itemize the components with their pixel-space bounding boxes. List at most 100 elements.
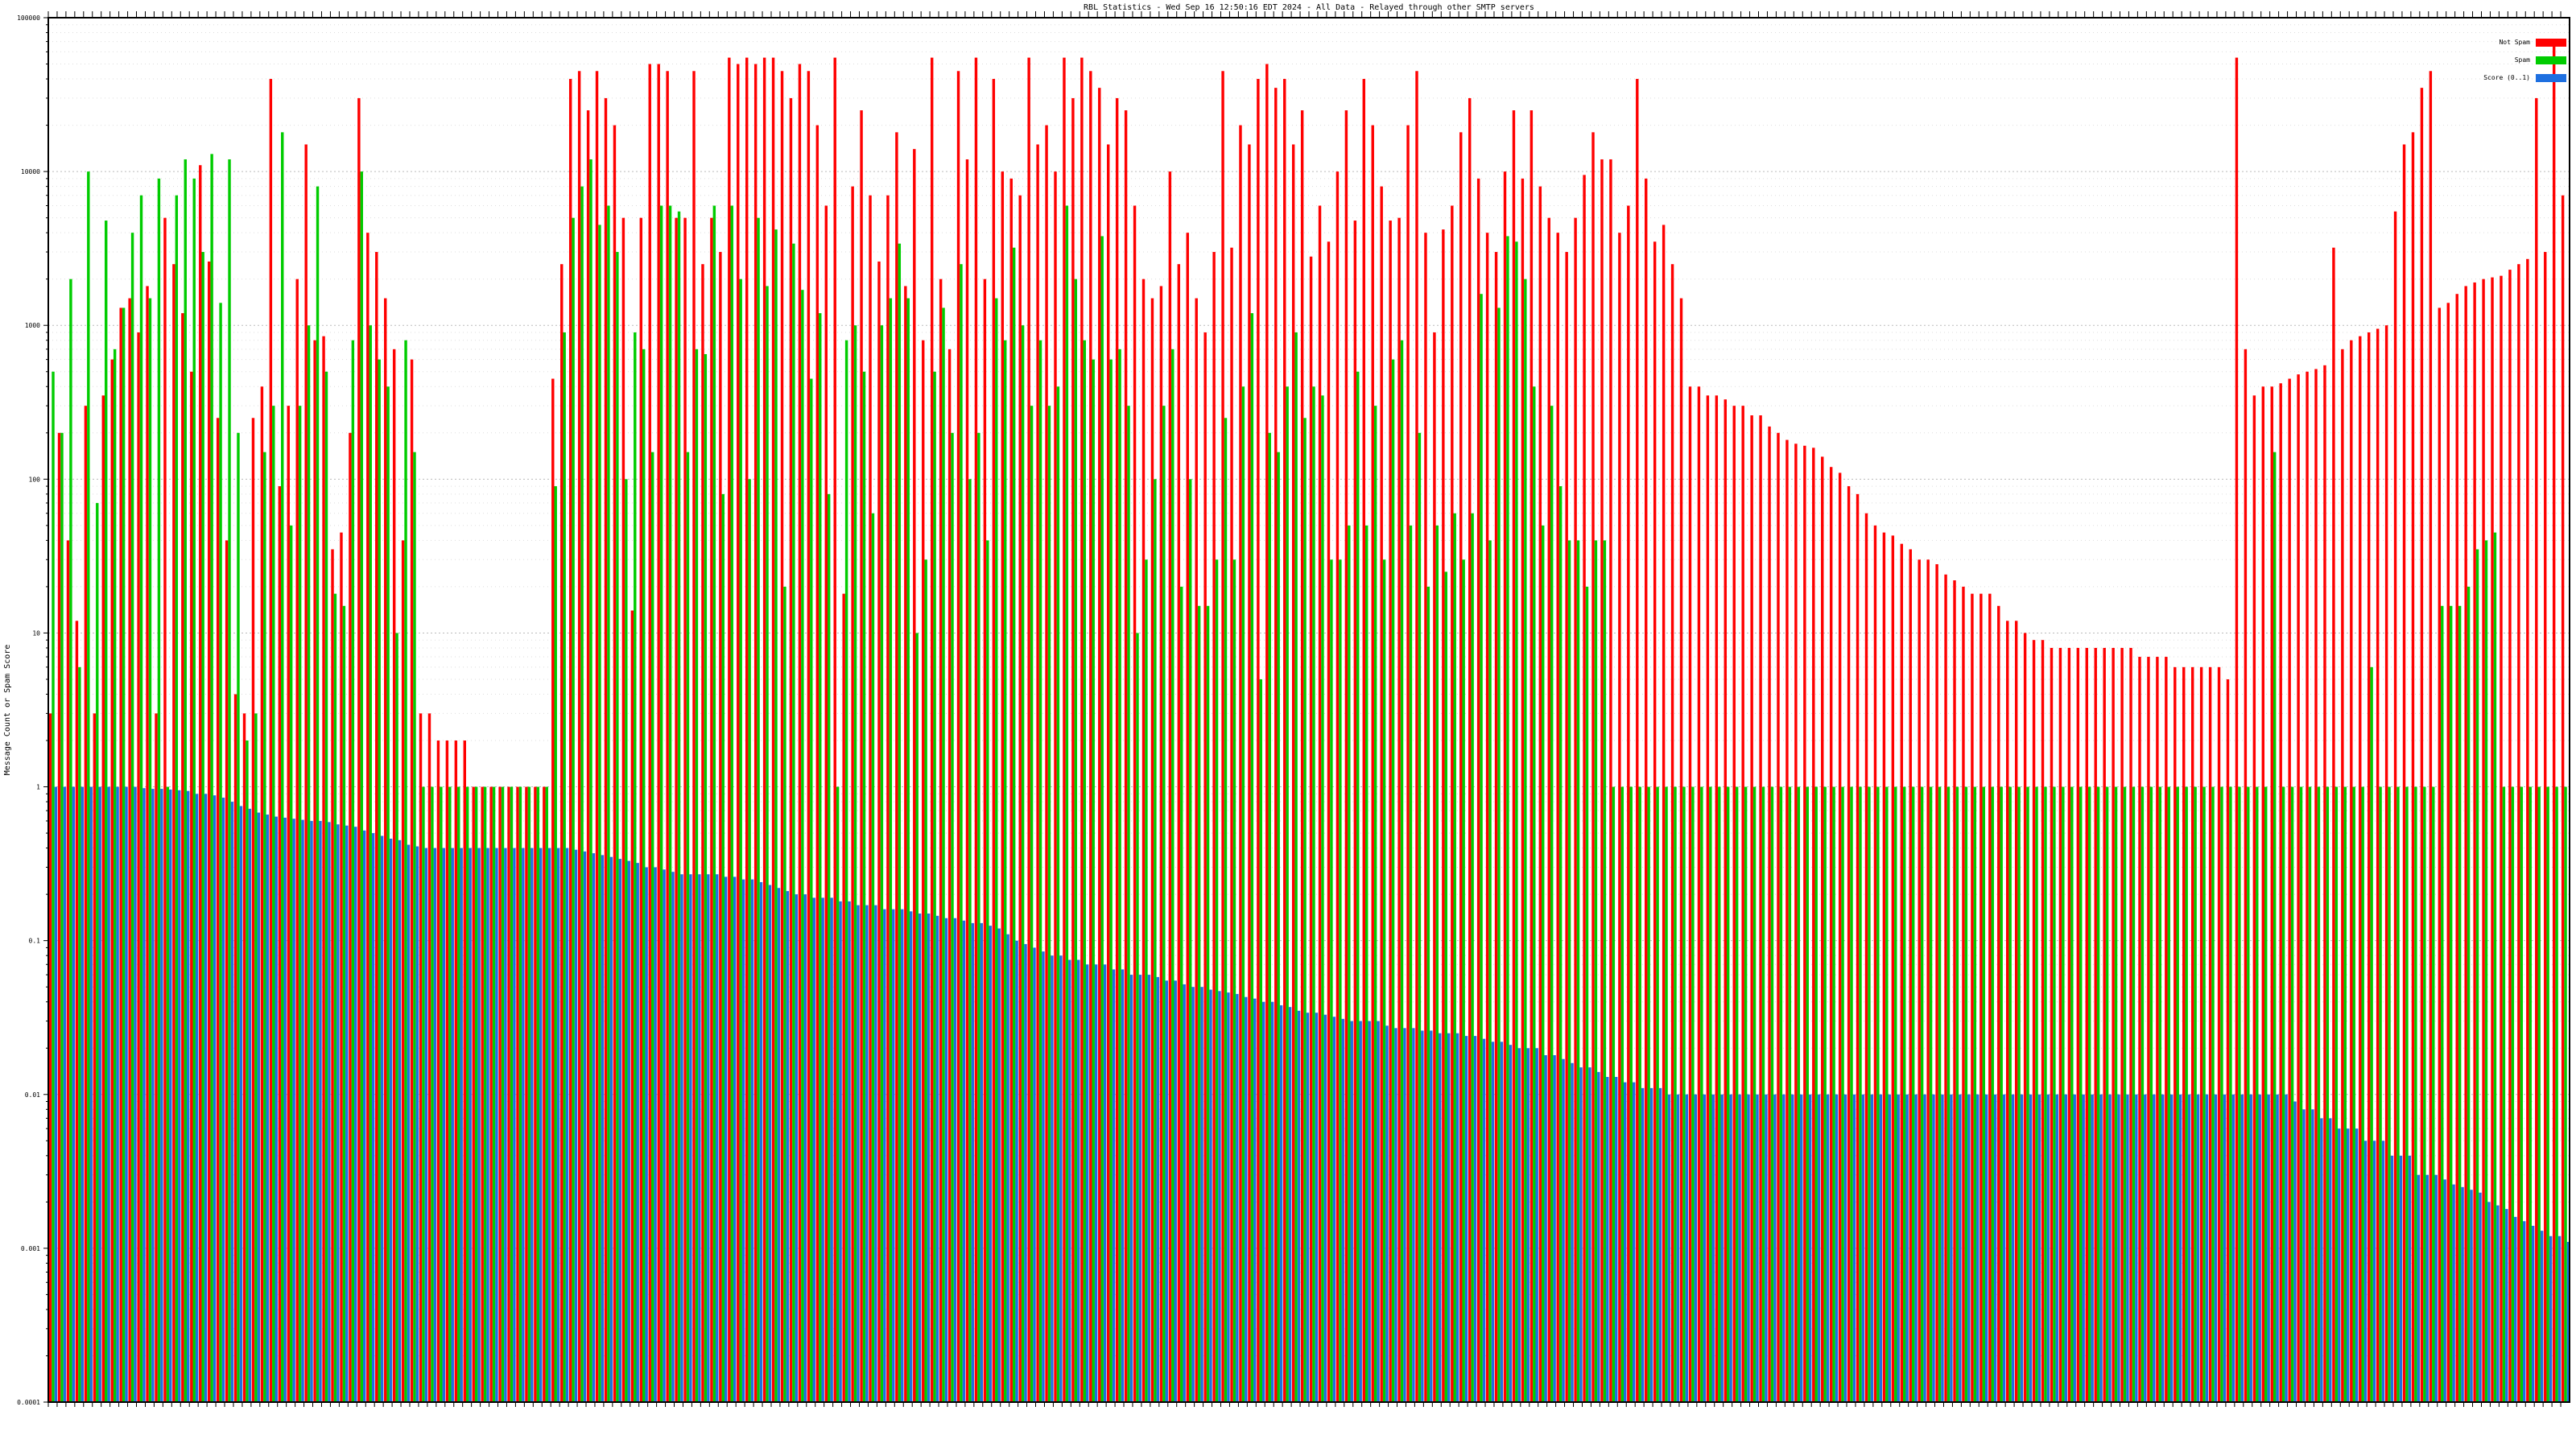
bar-score [1905,1094,1909,1402]
bar-not-spam [745,57,749,1402]
bar-not-spam [2120,647,2124,1402]
bar-not-spam [1212,252,1216,1402]
bar-score [1368,1021,1371,1402]
bar-spam [1162,406,1166,1402]
bar-not-spam [190,371,193,1402]
bar-spam [1136,633,1139,1402]
bar-score [989,926,992,1402]
chart-title: RBL Statistics - Wed Sep 16 12:50:16 EDT… [1084,3,1534,12]
bar-spam [1259,679,1263,1402]
bar-spam [1232,559,1236,1403]
bar-not-spam [1362,79,1366,1402]
bar-spam [2062,786,2065,1402]
bar-spam [139,195,143,1402]
legend-label: Not Spam [2499,39,2530,46]
bar-not-spam [1636,79,1639,1402]
bar-score [962,920,966,1402]
bar-spam [2529,786,2532,1402]
bar-not-spam [2279,383,2282,1402]
bar-score [2461,1186,2464,1402]
bar-score [716,874,719,1402]
bar-not-spam [1856,493,1860,1402]
bar-spam [1770,786,1774,1402]
bar-spam [1154,479,1157,1403]
legend-label: Spam [2515,56,2530,64]
bar-score [1403,1028,1406,1402]
bar-spam [774,229,778,1403]
y-tick-label: 0.1 [29,938,41,945]
bar-not-spam [2270,386,2273,1403]
bar-spam [1868,786,1871,1402]
bar-score [601,855,605,1402]
bar-score [2178,1094,2182,1402]
bar-not-spam [2306,371,2309,1402]
bar-not-spam [621,217,625,1402]
bar-spam [254,713,258,1402]
bar-score [2169,1094,2174,1402]
bar-spam [668,205,672,1402]
bar-spam [739,278,742,1403]
bar-spam [1929,786,1933,1402]
bar-not-spam [1873,525,1877,1402]
bar-score [1323,1014,1327,1402]
bar-spam [1426,586,1430,1402]
bar-not-spam [155,713,158,1402]
bar-not-spam [534,786,537,1402]
bar-spam [1109,359,1113,1402]
bar-spam [1744,786,1748,1402]
bar-spam [228,159,231,1402]
bar-score [1923,1094,1926,1402]
bar-not-spam [904,286,907,1403]
bar-not-spam [2261,386,2265,1403]
bar-score [2249,1094,2252,1402]
bar-spam [650,452,654,1402]
bar-not-spam [93,713,97,1402]
bar-not-spam [1574,217,1577,1402]
bar-not-spam [340,532,343,1402]
bar-spam [1823,786,1827,1402]
bar-not-spam [2500,275,2503,1402]
bar-spam [1903,786,1906,1402]
bar-spam [1894,786,1897,1402]
bar-score [1270,1001,1274,1402]
bar-not-spam [675,217,678,1402]
bar-score [504,848,507,1402]
bar-score [1112,969,1116,1402]
bar-not-spam [1300,110,1304,1403]
bar-not-spam [287,406,290,1402]
bar-not-spam [1442,229,1445,1403]
bar-not-spam [2235,57,2239,1402]
bar-not-spam [1653,241,1657,1403]
bar-not-spam [613,125,617,1402]
bar-score [698,874,701,1402]
bar-not-spam [2147,657,2150,1402]
bar-spam [2493,532,2497,1402]
bar-spam [1056,386,1060,1403]
bar-score [1306,1013,1310,1402]
bar-not-spam [137,332,140,1402]
bar-spam [378,359,381,1402]
bar-score [1914,1094,1918,1402]
bar-score [2390,1155,2394,1402]
bar-score [63,786,67,1402]
bar-not-spam [242,713,246,1402]
bar-not-spam [507,786,510,1402]
bar-not-spam [251,418,255,1402]
bar-spam [2167,786,2170,1402]
bar-spam [634,332,637,1402]
bar-spam [960,264,963,1402]
bar-not-spam [1803,445,1806,1402]
bar-score [275,816,278,1402]
bar-score [1517,1048,1521,1402]
bar-score [2187,1094,2191,1402]
bar-not-spam [225,540,229,1403]
bar-score [2231,1094,2235,1402]
bar-spam [333,593,337,1402]
bar-score [2549,1235,2553,1402]
bar-not-spam [445,740,449,1402]
bar-score [2099,1094,2103,1402]
bar-spam [1250,313,1254,1402]
bar-not-spam [1115,97,1119,1402]
bar-not-spam [762,57,766,1402]
